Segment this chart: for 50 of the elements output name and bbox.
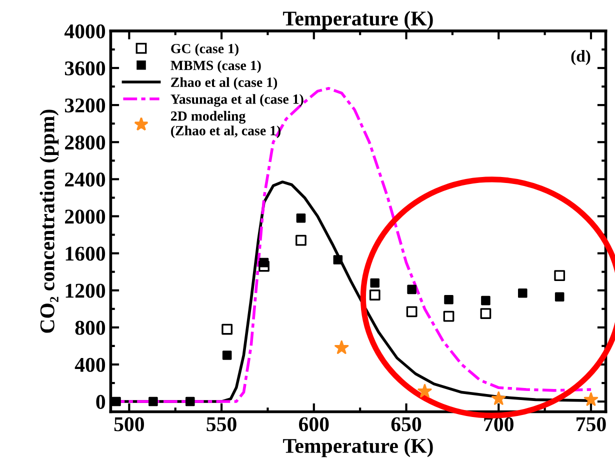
point bbox=[406, 306, 418, 318]
legend-label: Zhao et al (case 1) bbox=[171, 77, 278, 90]
legend-label: MBMS (case 1) bbox=[170, 60, 261, 73]
point bbox=[222, 350, 232, 360]
point bbox=[518, 288, 528, 298]
point bbox=[334, 340, 349, 354]
annotation: (d) bbox=[571, 50, 590, 66]
point bbox=[258, 260, 270, 272]
point bbox=[369, 290, 380, 300]
point bbox=[492, 391, 506, 405]
point bbox=[443, 310, 454, 322]
x-tick-label: 750 bbox=[576, 417, 606, 432]
point bbox=[296, 234, 306, 246]
x-tick-label: 600 bbox=[298, 417, 329, 432]
point bbox=[222, 324, 233, 335]
y-tick-label: 2400 bbox=[65, 172, 106, 187]
point bbox=[584, 392, 598, 406]
legend-label: GC (case 1) bbox=[171, 44, 238, 56]
x-tick-label: 550 bbox=[206, 417, 236, 432]
point bbox=[333, 255, 343, 264]
x-tick-label: 700 bbox=[484, 417, 514, 432]
point bbox=[259, 258, 269, 268]
x-tick-label: 650 bbox=[391, 417, 422, 432]
x-axis-title: Temperature (K) bbox=[283, 438, 433, 458]
point bbox=[148, 396, 158, 406]
x-tick-label: 500 bbox=[114, 417, 144, 432]
point bbox=[185, 396, 195, 406]
y-tick-label: 800 bbox=[75, 320, 106, 335]
y-tick-label: 3600 bbox=[64, 61, 106, 76]
point bbox=[407, 284, 416, 294]
y-tick-label: 1600 bbox=[66, 246, 106, 261]
point bbox=[418, 384, 432, 398]
y-tick-label: 2800 bbox=[65, 135, 106, 150]
y-tick-label: 4000 bbox=[64, 24, 106, 38]
point bbox=[112, 396, 121, 406]
legend-label: Yasunaga et al (case 1) bbox=[170, 94, 304, 107]
point bbox=[296, 213, 306, 223]
y-tick-label: 3200 bbox=[64, 98, 106, 112]
point bbox=[554, 292, 564, 302]
y-tick-label: 2000 bbox=[65, 210, 106, 224]
y-axis-title: CO₂ concentration (ppm) bbox=[40, 110, 59, 333]
point bbox=[370, 278, 380, 288]
chart-title: Temperature (K) bbox=[283, 10, 433, 30]
y-tick-label: 0 bbox=[96, 394, 106, 409]
point bbox=[444, 294, 454, 304]
point bbox=[481, 296, 490, 306]
point bbox=[554, 270, 566, 281]
y-tick-label: 400 bbox=[74, 358, 106, 372]
point bbox=[480, 308, 492, 319]
y-tick-label: 1200 bbox=[66, 284, 106, 298]
